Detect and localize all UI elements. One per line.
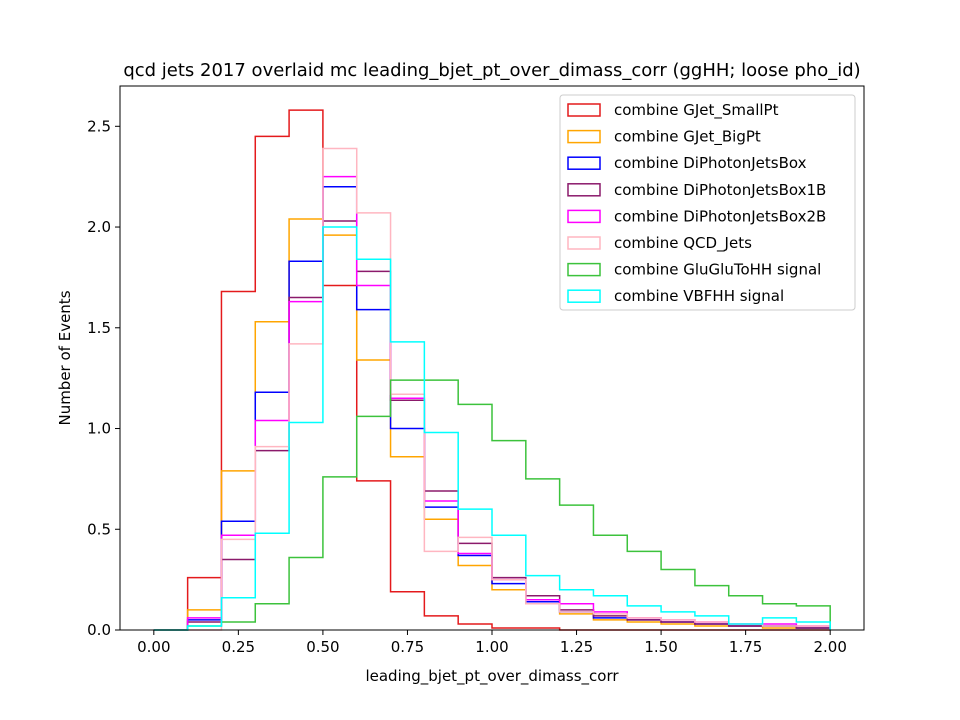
y-tick-label: 0.5	[87, 520, 111, 538]
legend-swatch	[567, 183, 601, 197]
series-layer	[153, 109, 831, 631]
legend-label: combine DiPhotonJetsBox	[614, 154, 807, 172]
x-tick-label: 1.75	[729, 638, 762, 656]
legend-swatch	[567, 236, 601, 250]
legend-label: combine GJet_SmallPt	[614, 101, 779, 120]
legend-box	[559, 94, 856, 311]
x-tick-label: 1.25	[560, 638, 593, 656]
chart-title: qcd jets 2017 overlaid mc leading_bjet_p…	[123, 60, 860, 81]
y-tick-label: 2.5	[87, 117, 111, 135]
legend-label: combine DiPhotonJetsBox2B	[614, 207, 826, 225]
x-tick-label: 0.50	[306, 638, 339, 656]
y-tick-label: 0.0	[87, 621, 111, 639]
x-tick-label: 2.00	[813, 638, 846, 656]
x-axis-label: leading_bjet_pt_over_dimass_corr	[365, 667, 619, 686]
legend-label: combine QCD_Jets	[614, 234, 752, 253]
y-tick-label: 1.5	[87, 319, 111, 337]
y-tick-label: 1.0	[87, 420, 111, 438]
x-tick-label: 1.00	[475, 638, 508, 656]
x-tick-label: 0.75	[391, 638, 424, 656]
y-axis-label: Number of Events	[56, 290, 74, 425]
legend-swatch	[567, 156, 601, 170]
x-tick-label: 0.00	[137, 638, 170, 656]
legend-label: combine VBFHH signal	[614, 287, 784, 305]
y-tick-label: 2.0	[87, 218, 111, 236]
series-5-histogram-line	[153, 147, 831, 631]
legend-swatch	[567, 103, 601, 117]
legend-swatch	[567, 209, 601, 224]
series-7-histogram-line	[153, 226, 831, 631]
legend-label: combine GluGluToHH signal	[614, 261, 821, 279]
x-tick-label: 0.25	[222, 638, 255, 656]
legend-swatch	[567, 262, 601, 277]
series-6-histogram-line	[153, 379, 831, 631]
y-axis-ticks: 0.0 0.5 1.0 1.5 2.0 2.5	[87, 117, 120, 639]
legend-swatch	[567, 129, 601, 144]
legend-label: combine DiPhotonJetsBox1B	[614, 181, 826, 199]
x-tick-label: 1.50	[644, 638, 677, 656]
legend-swatch	[567, 289, 601, 303]
legend-label: combine GJet_BigPt	[614, 128, 761, 147]
x-axis-ticks: 0.00 0.25 0.50 0.75 1.00 1.25 1.50 1.75 2.00	[137, 630, 847, 656]
